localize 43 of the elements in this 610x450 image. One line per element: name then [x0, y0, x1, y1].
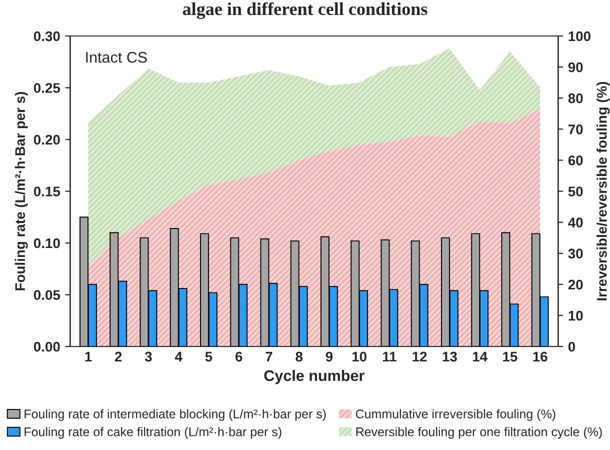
y-tick-label: 0.25	[34, 83, 60, 93]
x-tick-label: 8	[296, 352, 303, 362]
x-tick-label: 9	[326, 352, 333, 362]
y2-axis-title: Irreversible/reversible fouling (%)	[596, 82, 610, 300]
y2-tick-label: 50	[568, 186, 583, 196]
x-tick-label: 10	[352, 352, 366, 362]
y2-tick-label: 60	[568, 156, 583, 166]
y2-tick-label: 10	[568, 310, 583, 321]
y2-tick-label: 0	[568, 342, 576, 352]
x-tick-label: 2	[114, 352, 122, 362]
annotation: Intact CS	[86, 52, 147, 63]
legend-label: Fouling rate of cake filtration (L/m²·h·bar per s)	[24, 427, 282, 439]
y2-tick-label: 70	[568, 124, 583, 134]
y2-tick-label: 20	[568, 280, 583, 290]
y-tick-label: 0.15	[34, 186, 60, 196]
legend-label: Fouling rate of intermediate blocking (L/m²·h·bar per s)	[24, 409, 326, 421]
y2-tick-label: 30	[568, 248, 583, 259]
y2-tick-label: 40	[568, 218, 583, 228]
y-tick-label: 0.05	[34, 290, 60, 300]
y-tick-label: 0.00	[34, 342, 60, 352]
x-tick-label: 15	[503, 352, 518, 362]
x-tick-label: 14	[472, 352, 488, 362]
chart-title: algae in different cell conditions	[182, 2, 428, 19]
x-axis-title: Cycle number	[264, 370, 364, 384]
y2-tick-label: 80	[568, 93, 583, 104]
y-tick-label: 0.30	[34, 31, 60, 42]
legend-label: Reversible fouling per one filtration cycle (%)	[356, 427, 602, 439]
y-tick-label: 0.20	[34, 134, 60, 145]
y-axis-title: Fouling rate (L/m²·h·Bar per s)	[14, 92, 28, 290]
y-tick-label: 0.10	[34, 238, 60, 248]
x-tick-label: 16	[533, 352, 548, 362]
x-tick-label: 1	[85, 352, 92, 362]
x-tick-label: 4	[174, 352, 182, 362]
legend-label: Cummulative irreversible fouling (%)	[356, 409, 556, 421]
x-tick-label: 7	[266, 352, 272, 362]
x-tick-label: 13	[442, 352, 457, 362]
x-tick-label: 6	[235, 352, 242, 362]
x-tick-label: 11	[382, 352, 396, 362]
y2-tick-label: 100	[568, 31, 590, 42]
x-tick-label: 3	[144, 352, 152, 362]
x-tick-label: 12	[412, 352, 427, 362]
y2-tick-label: 90	[568, 62, 583, 72]
x-tick-label: 5	[205, 352, 212, 362]
